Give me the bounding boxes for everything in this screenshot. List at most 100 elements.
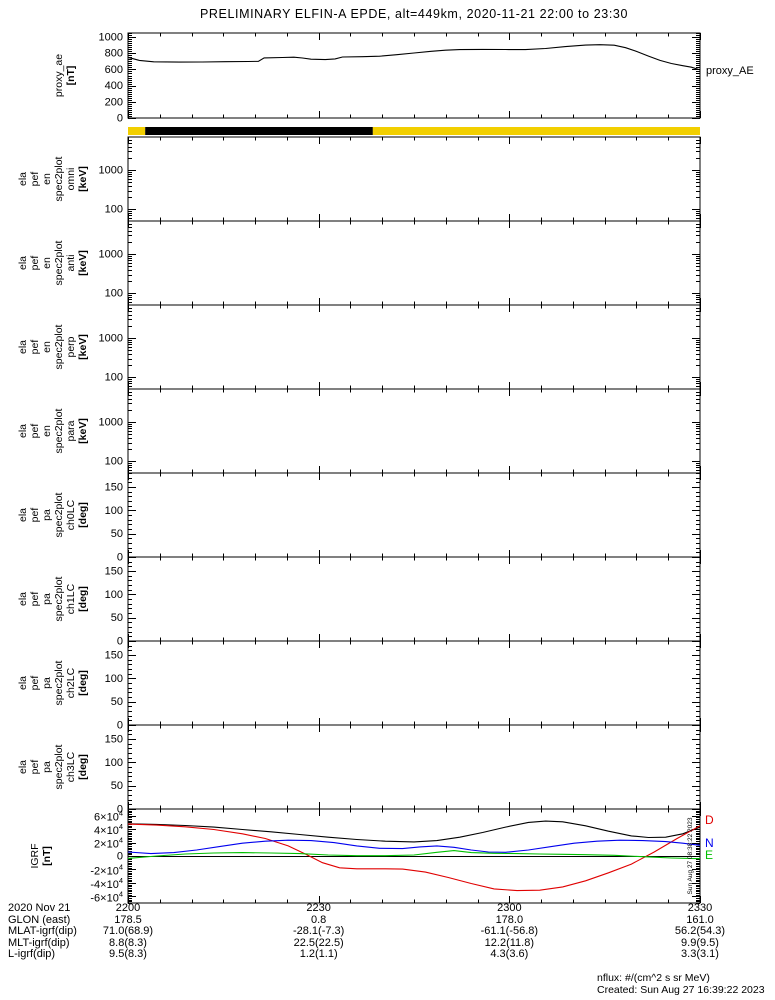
footer: nflux: #/(cm^2 s sr MeV) Created: Sun Au… [597,972,765,996]
y-axis-label-line: ela [17,340,29,354]
table-cell: 178.0 [495,913,524,926]
y-tick-label: 0 [117,552,123,564]
series-total [127,820,701,843]
y-tick-label: 100 [105,673,123,685]
y-tick-label: -4×104 [90,876,123,891]
y-tick-label: 150 [105,482,123,494]
series-D [127,823,701,892]
mode-band-segment [145,127,373,135]
axis-ticks [128,557,701,642]
y-tick-label: 0 [117,636,123,648]
panel-en_omni: 100 1000 ela pef en spec2plot omni [keV] [17,136,701,222]
panel-pa_ch1: 0 50 100 150 ela pef pa spec2plot ch1LC [deg] [17,556,701,648]
y-axis-label-line: en [41,257,53,269]
panel-proxy_ae: 0 200 400 600 800 1000 proxy_ae [nT] proxy_AE [53,32,754,125]
y-tick-label: 100 [105,757,123,769]
y-axis-label-line: pef [29,592,41,607]
table-cell: 161.0 [686,913,714,926]
table-cell: 3.3(3.1) [681,948,719,960]
page-title: PRELIMINARY ELFIN-A EPDE, alt=449km, 202… [199,7,629,21]
y-axis-label-line: proxy_ae [53,54,65,97]
y-axis-label-line: ela [17,424,29,438]
table-row: GLON (east) 178.5 0.8 178.0 161.0 [0,913,775,927]
side-note-timestamp: Sun Aug 27 08:38:22 2023 [687,817,694,894]
y-axis-label-line: ch1LC [65,583,77,614]
y-axis-label-line: spec2plot [53,408,65,453]
y-tick-label: 1000 [99,417,123,429]
axis-ticks [128,305,701,389]
table-cell: 8.8(8.3) [109,936,147,949]
y-tick-label: 800 [105,48,123,60]
y-tick-label: 6×104 [94,809,123,824]
y-tick-label: 150 [105,566,123,578]
y-axis-label-line: spec2plot [53,492,65,537]
y-tick-label: 200 [105,96,123,108]
y-tick-label: 100 [105,505,123,517]
y-tick-label: 100 [105,456,123,468]
y-axis-label-line: spec2plot [53,660,65,705]
series-label-N: N [705,836,714,850]
axis-ticks [128,137,701,221]
y-tick-label: 4×104 [94,822,123,837]
y-tick-label: 100 [105,204,123,216]
y-tick-label: 150 [105,734,123,746]
table-cell: 56.2(54.3) [674,925,726,937]
table-row: 2020 Nov 21 2200 2230 2300 2330 [0,902,775,915]
y-axis-label-line: anti [65,255,77,272]
y-axis-label-line: ch3LC [65,751,77,782]
y-tick-label: 400 [105,80,123,92]
y-axis-label-line: ela [17,256,29,270]
y-axis-label-line: [deg] [77,586,89,612]
y-axis-label-line: ch0LC [65,499,77,530]
axis-ticks [128,641,701,726]
y-axis-label-line: pef [29,424,41,439]
mode-band-segment [372,127,700,135]
panel-pa_ch3: 0 50 100 150 ela pef pa spec2plot ch3LC [deg] [17,724,701,816]
table-cell: 1.2(1.1) [299,948,338,960]
y-tick-label: 1000 [99,165,123,177]
mode-band-segment [128,127,146,135]
panel-box [127,472,701,558]
y-axis-label-line: [keV] [77,166,89,192]
table-row-label: 2020 Nov 21 [8,902,71,914]
y-axis-label-line: ela [17,676,29,690]
panel-en_perp: 100 1000 ela pef en spec2plot perp [keV] [17,304,701,390]
panel-box [127,220,701,306]
y-tick-label: 50 [111,528,123,540]
y-tick-label: 2×104 [94,836,123,851]
y-axis-label-line: omni [65,168,77,191]
table-cell: 22.5(22.5) [293,936,344,949]
axis-ticks [128,809,701,904]
y-axis-label-line: ch2LC [65,667,77,698]
table-cell: -61.1(-56.8) [480,925,539,937]
y-axis-label-line: perp [65,336,77,357]
axis-ticks [128,473,701,558]
table-row: MLT-igrf(dip) 8.8(8.3) 22.5(22.5) 12.2(11.8… [0,936,775,950]
y-tick-label: 0 [117,113,123,125]
y-axis-label-line: para [65,420,77,441]
y-axis-label-line: spec2plot [53,744,65,789]
panel-en_anti: 100 1000 ela pef en spec2plot anti [keV] [17,220,701,306]
y-axis-label-line: pa [41,509,53,521]
y-tick-label: 0 [117,720,123,732]
series-label-D: D [705,813,714,827]
panel-box [127,556,701,642]
y-tick-label: 1000 [99,32,123,44]
axis-ticks [128,221,701,305]
panel-en_para: 100 1000 ela pef en spec2plot para [keV] [17,388,701,474]
table-cell: 2230 [306,902,331,914]
y-axis-label-line: ela [17,592,29,606]
y-axis-label-line: ela [17,508,29,522]
y-axis-label-line: [nT] [65,66,77,86]
y-tick-label: 0 [117,851,123,863]
y-tick-label: 150 [105,650,123,662]
table-cell: -28.1(-7.3) [292,925,345,937]
table-cell: 71.0(68.9) [102,925,154,937]
y-axis-label-line: IGRF [29,843,41,868]
panel-box [127,724,701,810]
y-tick-label: 0 [117,804,123,816]
panel-box [127,136,701,222]
y-axis-label-line: pa [41,677,53,689]
